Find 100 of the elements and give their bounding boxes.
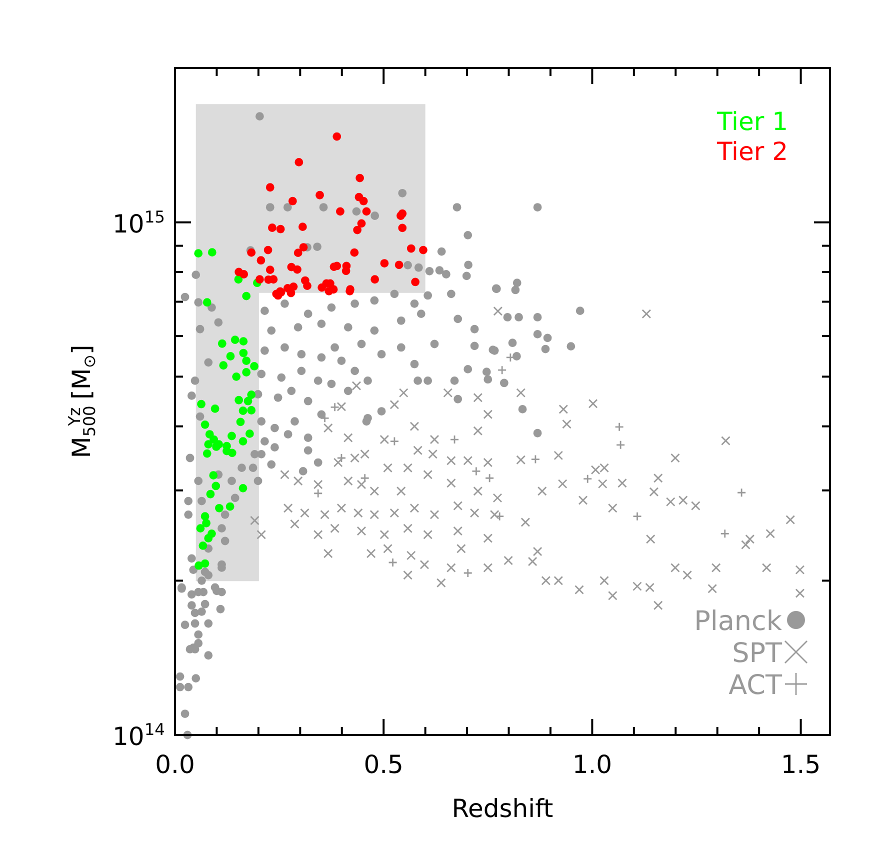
point	[450, 434, 460, 444]
text: Tier 1	[716, 107, 788, 136]
point	[316, 190, 324, 200]
point	[194, 249, 203, 258]
point	[226, 352, 235, 360]
point	[484, 473, 494, 483]
point	[582, 474, 592, 484]
point	[318, 283, 326, 292]
point	[236, 418, 245, 426]
point	[472, 466, 481, 476]
point	[238, 484, 248, 492]
point	[206, 490, 215, 498]
point	[350, 248, 359, 257]
point	[200, 420, 210, 429]
point	[255, 275, 264, 284]
point	[353, 226, 362, 234]
point	[299, 243, 308, 252]
point	[244, 396, 252, 406]
point	[247, 390, 256, 399]
point	[497, 365, 507, 375]
point	[197, 400, 206, 408]
point	[266, 266, 274, 274]
point	[238, 406, 248, 415]
point	[204, 534, 213, 542]
x-tick-label: 0.5	[364, 750, 404, 779]
point	[219, 361, 228, 370]
point	[230, 336, 240, 344]
point	[390, 436, 400, 446]
point	[356, 174, 364, 182]
legend-label: SPT	[732, 638, 782, 669]
point	[419, 246, 428, 254]
point	[313, 488, 323, 498]
point	[720, 528, 730, 538]
point	[234, 396, 244, 404]
point	[293, 265, 302, 274]
point	[210, 404, 220, 413]
point	[238, 437, 248, 446]
point	[239, 348, 248, 358]
point	[288, 196, 297, 206]
point	[268, 224, 276, 232]
legend-label: Planck	[694, 606, 782, 637]
point	[336, 207, 344, 216]
x-tick-label: 0.0	[155, 750, 195, 779]
point	[266, 183, 274, 192]
point	[303, 282, 312, 290]
legend-label: ACT	[728, 670, 783, 701]
point	[616, 440, 626, 450]
point	[250, 362, 258, 370]
point	[242, 368, 251, 376]
point	[242, 356, 251, 365]
point	[242, 292, 251, 300]
point	[332, 132, 342, 141]
point	[234, 275, 243, 284]
point	[212, 442, 221, 451]
x-tick-label: 1.5	[780, 750, 821, 779]
point	[294, 248, 302, 258]
point	[209, 471, 218, 480]
point	[632, 512, 642, 522]
point	[226, 502, 234, 511]
point	[370, 275, 380, 284]
point	[380, 259, 389, 268]
point	[530, 454, 540, 464]
point	[359, 196, 368, 206]
point	[398, 224, 407, 232]
text: Tier 2	[716, 137, 788, 166]
point	[276, 224, 285, 234]
point	[198, 542, 208, 550]
point	[239, 337, 248, 346]
y-tick-label: 10$^{15}$	[112, 208, 165, 238]
point	[200, 559, 210, 568]
point	[394, 260, 404, 270]
point	[362, 207, 371, 216]
point	[463, 568, 473, 578]
point	[196, 524, 205, 533]
point	[202, 518, 210, 528]
point	[245, 430, 254, 438]
point	[228, 432, 236, 440]
point	[247, 406, 256, 414]
point	[736, 488, 746, 498]
point	[202, 298, 212, 307]
point	[264, 246, 272, 254]
point	[204, 440, 213, 448]
point	[494, 512, 504, 522]
point	[330, 402, 340, 412]
point	[614, 422, 624, 432]
point	[406, 244, 416, 253]
point	[388, 558, 398, 568]
point	[411, 278, 420, 286]
point	[208, 248, 216, 257]
y-tick-label: 10$^{14}$	[112, 720, 165, 751]
point	[256, 256, 266, 265]
point	[232, 372, 241, 381]
point	[218, 339, 226, 348]
x-tick-label: 1.0	[572, 750, 612, 779]
point	[298, 222, 307, 232]
point	[202, 449, 212, 458]
point	[240, 270, 248, 278]
point	[294, 158, 304, 166]
x-axis-title: Redshift	[452, 794, 554, 823]
point	[357, 219, 366, 228]
